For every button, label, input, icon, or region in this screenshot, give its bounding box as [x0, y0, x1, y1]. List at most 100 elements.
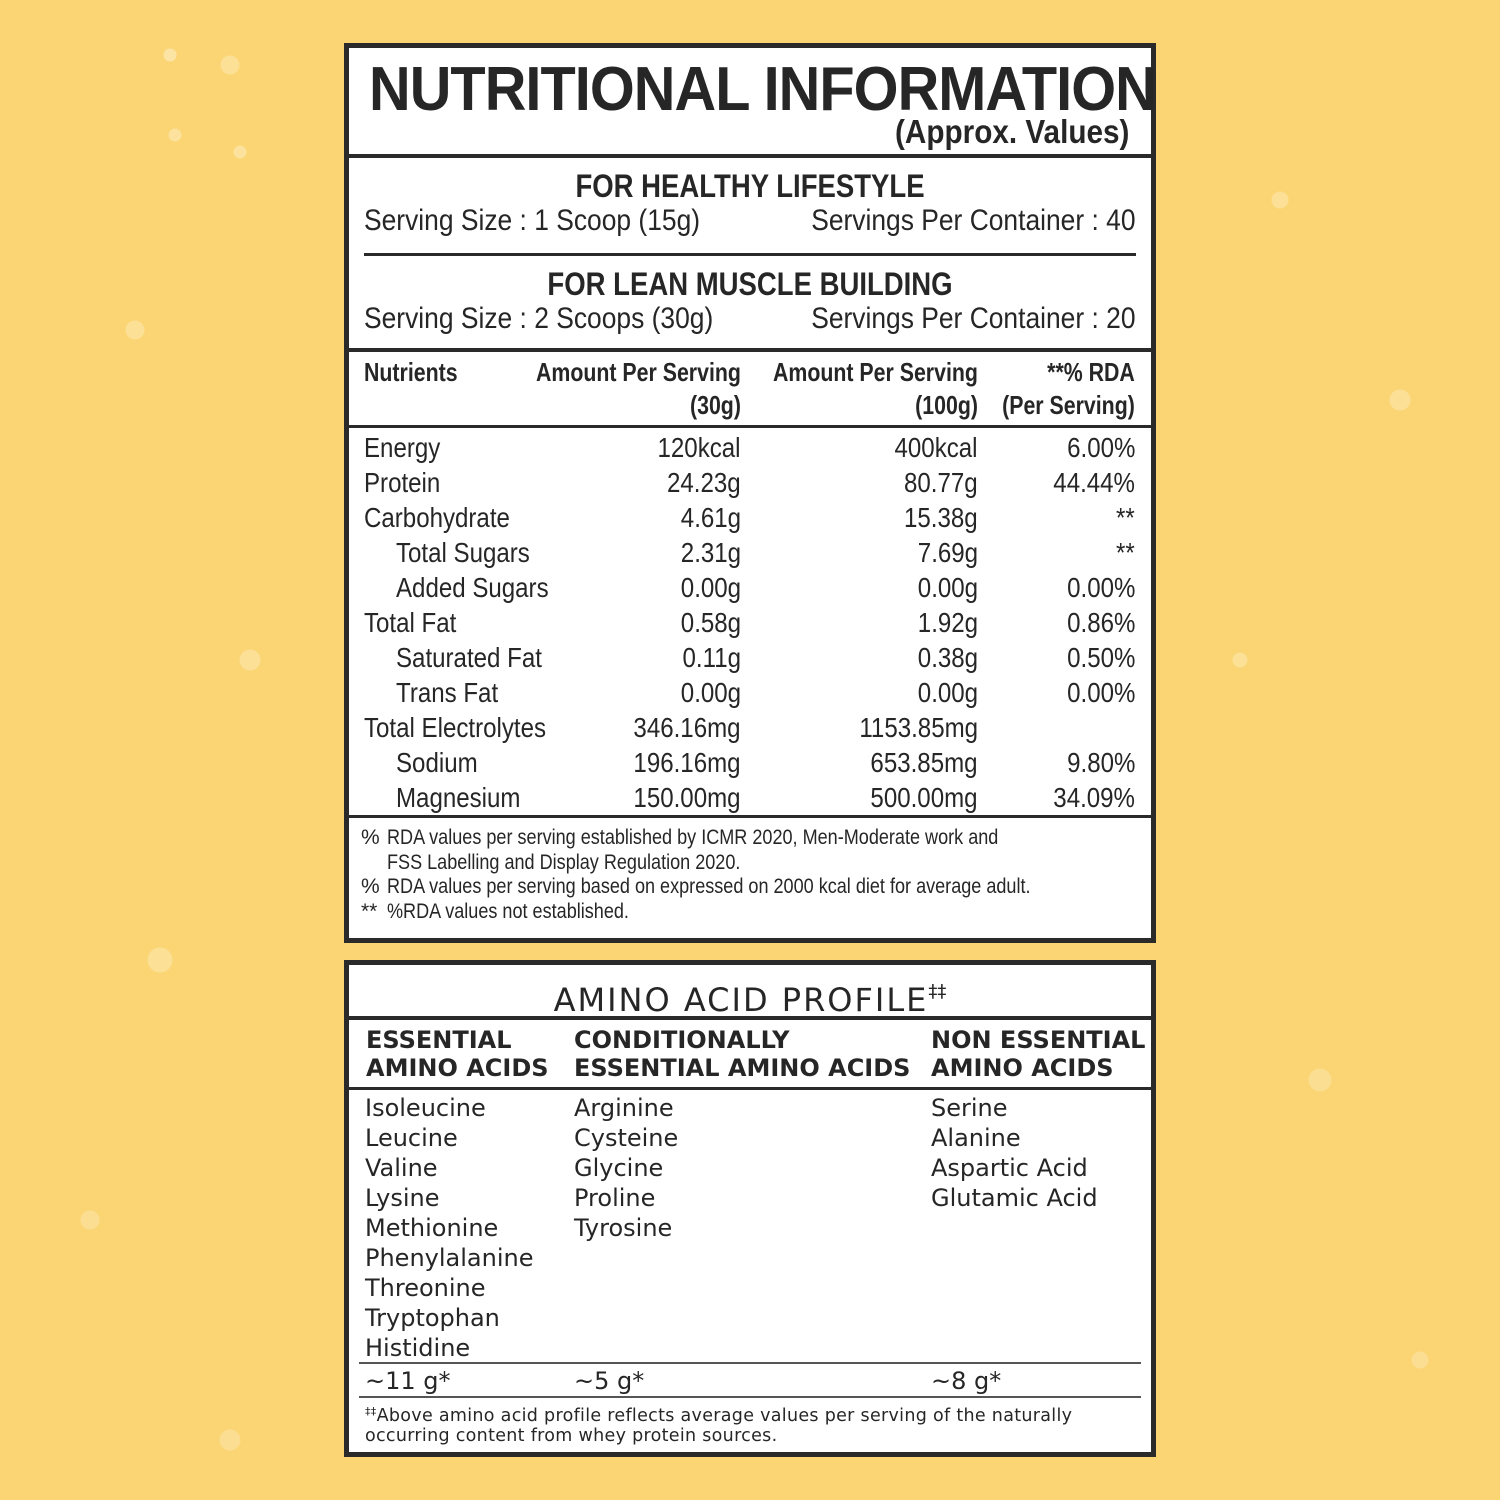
- essential-amino-list: Isoleucine Leucine Valine Lysine Methion…: [365, 1093, 533, 1363]
- nutrient-name: Carbohydrate: [364, 502, 510, 533]
- amount-per-serving: 0.58g: [680, 607, 741, 638]
- amount-per-serving: 0.00g: [680, 677, 741, 708]
- footnote: % RDA values per serving based on expres…: [361, 875, 1139, 900]
- amount-per-100g: 0.00g: [917, 677, 978, 708]
- rda-percent: 0.86%: [1066, 607, 1135, 638]
- list-item: Histidine: [365, 1334, 471, 1362]
- amino-title-block: AMINO ACID PROFILE‡‡: [349, 965, 1151, 1020]
- nutrient-name: Total Fat: [364, 607, 457, 638]
- amino-footnote: ‡‡Above amino acid profile reflects aver…: [349, 1398, 1151, 1446]
- footnote-mark: %: [361, 875, 380, 898]
- table-row: Added Sugars 0.00g 0.00g 0.00%: [349, 570, 1151, 605]
- serving-section-healthy-lifestyle: FOR HEALTHY LIFESTYLE Serving Size : 1 S…: [349, 158, 1151, 256]
- rda-percent: **: [1116, 537, 1135, 568]
- list-item: Glycine: [574, 1154, 664, 1182]
- footnote-mark: %: [361, 826, 380, 849]
- list-item: Lysine: [365, 1184, 440, 1212]
- serving-info-row: Serving Size : 2 Scoops (30g) Servings P…: [364, 302, 1136, 336]
- header-amount-per-serving-30g: Amount Per Serving (30g): [536, 357, 741, 420]
- amino-column-headers: ESSENTIAL AMINO ACIDS CONDITIONALLY ESSE…: [349, 1020, 1151, 1090]
- list-item: Phenylalanine: [365, 1244, 534, 1272]
- list-item: Tryptophan: [365, 1304, 500, 1332]
- essential-total: ~11 g*: [365, 1367, 451, 1395]
- rda-percent: 0.00%: [1066, 677, 1135, 708]
- header-amount-per-100g: Amount Per Serving (100g): [773, 357, 978, 420]
- amount-per-serving: 346.16mg: [633, 712, 741, 743]
- nutrition-facts-panel: NUTRITIONAL INFORMATION (Approx. Values)…: [344, 43, 1157, 943]
- nutrition-title-block: NUTRITIONAL INFORMATION (Approx. Values): [349, 48, 1157, 158]
- table-row: Energy 120kcal 400kcal 6.00%: [349, 430, 1151, 465]
- header-rda: **% RDA (Per Serving): [1002, 357, 1135, 420]
- list-item: Arginine: [574, 1094, 674, 1122]
- amino-title: AMINO ACID PROFILE: [553, 981, 929, 1019]
- serving-size: Serving Size : 2 Scoops (30g): [364, 302, 714, 335]
- list-item: Serine: [931, 1094, 1008, 1122]
- table-row: Total Fat 0.58g 1.92g 0.86%: [349, 605, 1151, 640]
- table-row: Total Sugars 2.31g 7.69g **: [349, 535, 1151, 570]
- table-row: Magnesium 150.00mg 500.00mg 34.09%: [349, 780, 1151, 815]
- conditionally-essential-amino-list: Arginine Cysteine Glycine Proline Tyrosi…: [574, 1093, 678, 1243]
- amount-per-100g: 1153.85mg: [859, 712, 978, 743]
- list-item: Tyrosine: [574, 1214, 673, 1242]
- conditionally-essential-total: ~5 g*: [574, 1367, 645, 1395]
- serving-info-row: Serving Size : 1 Scoop (15g) Servings Pe…: [364, 204, 1136, 238]
- amino-acid-lists: Isoleucine Leucine Valine Lysine Methion…: [349, 1090, 1151, 1362]
- serving-section-heading: FOR LEAN MUSCLE BUILDING: [547, 266, 953, 302]
- header-essential: ESSENTIAL AMINO ACIDS: [366, 1026, 549, 1082]
- nutrient-name: Saturated Fat: [396, 642, 542, 673]
- amount-per-100g: 500.00mg: [870, 782, 978, 813]
- amount-per-serving: 4.61g: [680, 502, 741, 533]
- amount-per-100g: 0.38g: [917, 642, 978, 673]
- table-row: Total Electrolytes 346.16mg 1153.85mg: [349, 710, 1151, 745]
- list-item: Threonine: [365, 1274, 486, 1302]
- double-dagger-mark: ‡‡: [928, 981, 947, 1002]
- header-non-essential: NON ESSENTIAL AMINO ACIDS: [931, 1026, 1146, 1082]
- amount-per-serving: 196.16mg: [633, 747, 741, 778]
- list-item: Valine: [365, 1154, 438, 1182]
- table-row: Carbohydrate 4.61g 15.38g **: [349, 500, 1151, 535]
- nutrient-name: Magnesium: [396, 782, 521, 813]
- serving-section-heading: FOR HEALTHY LIFESTYLE: [575, 168, 925, 204]
- amount-per-serving: 0.00g: [680, 572, 741, 603]
- list-item: Aspartic Acid: [931, 1154, 1088, 1182]
- rda-percent: 34.09%: [1053, 782, 1135, 813]
- serving-section-lean-muscle: FOR LEAN MUSCLE BUILDING Serving Size : …: [349, 256, 1151, 352]
- list-item: Proline: [574, 1184, 656, 1212]
- nutrient-name: Energy: [364, 432, 441, 463]
- table-row: Protein 24.23g 80.77g 44.44%: [349, 465, 1151, 500]
- header-conditionally-essential: CONDITIONALLY ESSENTIAL AMINO ACIDS: [574, 1026, 911, 1082]
- non-essential-total: ~8 g*: [931, 1367, 1002, 1395]
- header-nutrients: Nutrients: [364, 357, 458, 387]
- amino-totals-row: ~11 g* ~5 g* ~8 g*: [359, 1362, 1141, 1398]
- list-item: Alanine: [931, 1124, 1021, 1152]
- footnote-mark: **: [361, 899, 378, 923]
- amount-per-100g: 0.00g: [917, 572, 978, 603]
- footnote-text: %RDA values not established.: [387, 899, 629, 923]
- list-item: Glutamic Acid: [931, 1184, 1098, 1212]
- rda-percent: 0.50%: [1066, 642, 1135, 673]
- nutrient-name: Trans Fat: [396, 677, 499, 708]
- nutrition-title: NUTRITIONAL INFORMATION: [369, 55, 1157, 124]
- amount-per-serving: 24.23g: [667, 467, 741, 498]
- table-row: Trans Fat 0.00g 0.00g 0.00%: [349, 675, 1151, 710]
- footnote-text: RDA values per serving based on expresse…: [387, 875, 1031, 898]
- rda-percent: 0.00%: [1066, 572, 1135, 603]
- nutrition-subtitle: (Approx. Values): [894, 113, 1129, 150]
- list-item: Isoleucine: [365, 1094, 486, 1122]
- nutrition-footnotes: % RDA values per serving established by …: [349, 818, 1151, 924]
- amount-per-serving: 2.31g: [680, 537, 741, 568]
- amount-per-100g: 653.85mg: [870, 747, 978, 778]
- footnote-text: RDA values per serving established by IC…: [387, 826, 999, 874]
- amount-per-serving: 150.00mg: [633, 782, 741, 813]
- amount-per-100g: 400kcal: [894, 432, 978, 463]
- footnote: ** %RDA values not established.: [361, 900, 1139, 925]
- amino-acid-profile-panel: AMINO ACID PROFILE‡‡ ESSENTIAL AMINO ACI…: [344, 960, 1156, 1457]
- rda-percent: 6.00%: [1066, 432, 1135, 463]
- footnote: % RDA values per serving established by …: [361, 826, 1139, 875]
- non-essential-amino-list: Serine Alanine Aspartic Acid Glutamic Ac…: [931, 1093, 1098, 1213]
- servings-per-container: Servings Per Container : 40: [811, 204, 1136, 237]
- rda-percent: 44.44%: [1053, 467, 1135, 498]
- amount-per-100g: 7.69g: [917, 537, 978, 568]
- rda-percent: 9.80%: [1066, 747, 1135, 778]
- serving-size: Serving Size : 1 Scoop (15g): [364, 204, 701, 237]
